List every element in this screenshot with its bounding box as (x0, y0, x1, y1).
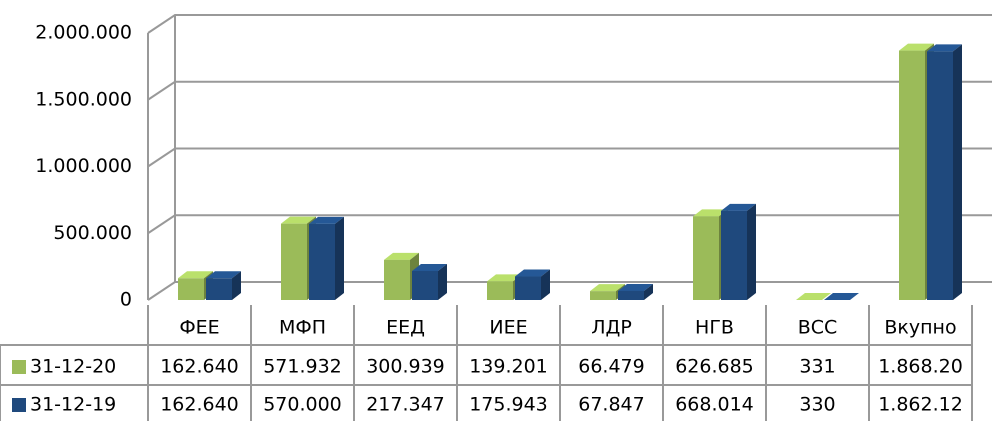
bar-top (927, 44, 962, 52)
bar-top (309, 216, 344, 224)
grid-line (147, 14, 992, 34)
bar-top (515, 269, 550, 277)
grid-line (147, 214, 992, 235)
bar-top (206, 271, 241, 279)
bar-side (850, 292, 859, 300)
bar (927, 51, 953, 300)
bar-side (644, 283, 653, 300)
bar-top (384, 252, 419, 260)
data-label: 571.932 (263, 356, 342, 378)
data-label: 1.868.20 (878, 356, 963, 378)
data-label: 626.685 (675, 356, 754, 378)
data-label: 1.862.12 (878, 394, 963, 416)
bar-side (541, 269, 550, 300)
bar-top (693, 209, 728, 217)
category-label: ВСС (798, 317, 838, 339)
bar-side (335, 216, 344, 300)
bar (899, 50, 925, 300)
legend-swatch (12, 360, 26, 374)
data-label: 162.640 (160, 356, 239, 378)
bar (487, 281, 513, 300)
data-label: 162.640 (160, 394, 239, 416)
bar-top (618, 283, 653, 291)
bar (178, 278, 204, 300)
y-tick-label: 0 (120, 289, 132, 311)
bar-side (953, 44, 962, 300)
data-label: 668.014 (675, 394, 754, 416)
category-label: Вкупно (884, 317, 956, 339)
data-label: 175.943 (469, 394, 548, 416)
bar (590, 291, 616, 300)
data-label: 66.479 (578, 356, 644, 378)
bar (515, 276, 541, 300)
category-label: НГВ (695, 317, 734, 339)
data-label: 331 (799, 356, 835, 378)
bar-side (822, 292, 831, 300)
bar (384, 259, 410, 300)
grid-line (147, 80, 992, 101)
y-tick-label: 500.000 (53, 222, 132, 244)
bar (206, 278, 232, 300)
data-label: 67.847 (578, 394, 644, 416)
category-label: ЛДР (591, 317, 632, 339)
bar (309, 223, 335, 300)
category-label: ЕЕД (386, 317, 425, 339)
bar (693, 216, 719, 300)
bar-top (590, 284, 625, 292)
category-label: ФЕЕ (179, 317, 219, 339)
bar-side (747, 203, 756, 300)
bar-top (899, 43, 934, 51)
grid-line (147, 281, 992, 301)
bar-top (487, 274, 522, 282)
category-label: МФП (279, 317, 326, 339)
bar (618, 290, 644, 300)
bar (281, 223, 307, 300)
bar-top (796, 292, 831, 300)
data-label: 300.939 (366, 356, 445, 378)
y-tick-label: 1.000.000 (35, 155, 132, 177)
legend-swatch (12, 398, 26, 412)
bar-top (178, 271, 213, 279)
bar (721, 210, 747, 300)
y-tick-label: 2.000.000 (35, 22, 132, 44)
data-label: 139.201 (469, 356, 548, 378)
bar-top (281, 216, 316, 224)
data-label: 330 (799, 394, 835, 416)
data-label: 570.000 (263, 394, 342, 416)
category-label: ИЕЕ (489, 317, 527, 339)
bar (412, 270, 438, 300)
bar-side (232, 271, 241, 300)
bar-top (412, 263, 447, 271)
data-label: 217.347 (366, 394, 445, 416)
bar-top (824, 292, 859, 300)
bar-top (721, 203, 756, 211)
bar-side (438, 263, 447, 300)
y-tick-label: 1.500.000 (35, 88, 132, 110)
legend-label: 31-12-20 (30, 356, 116, 378)
grid-line (147, 147, 992, 168)
legend-label: 31-12-19 (30, 394, 116, 416)
